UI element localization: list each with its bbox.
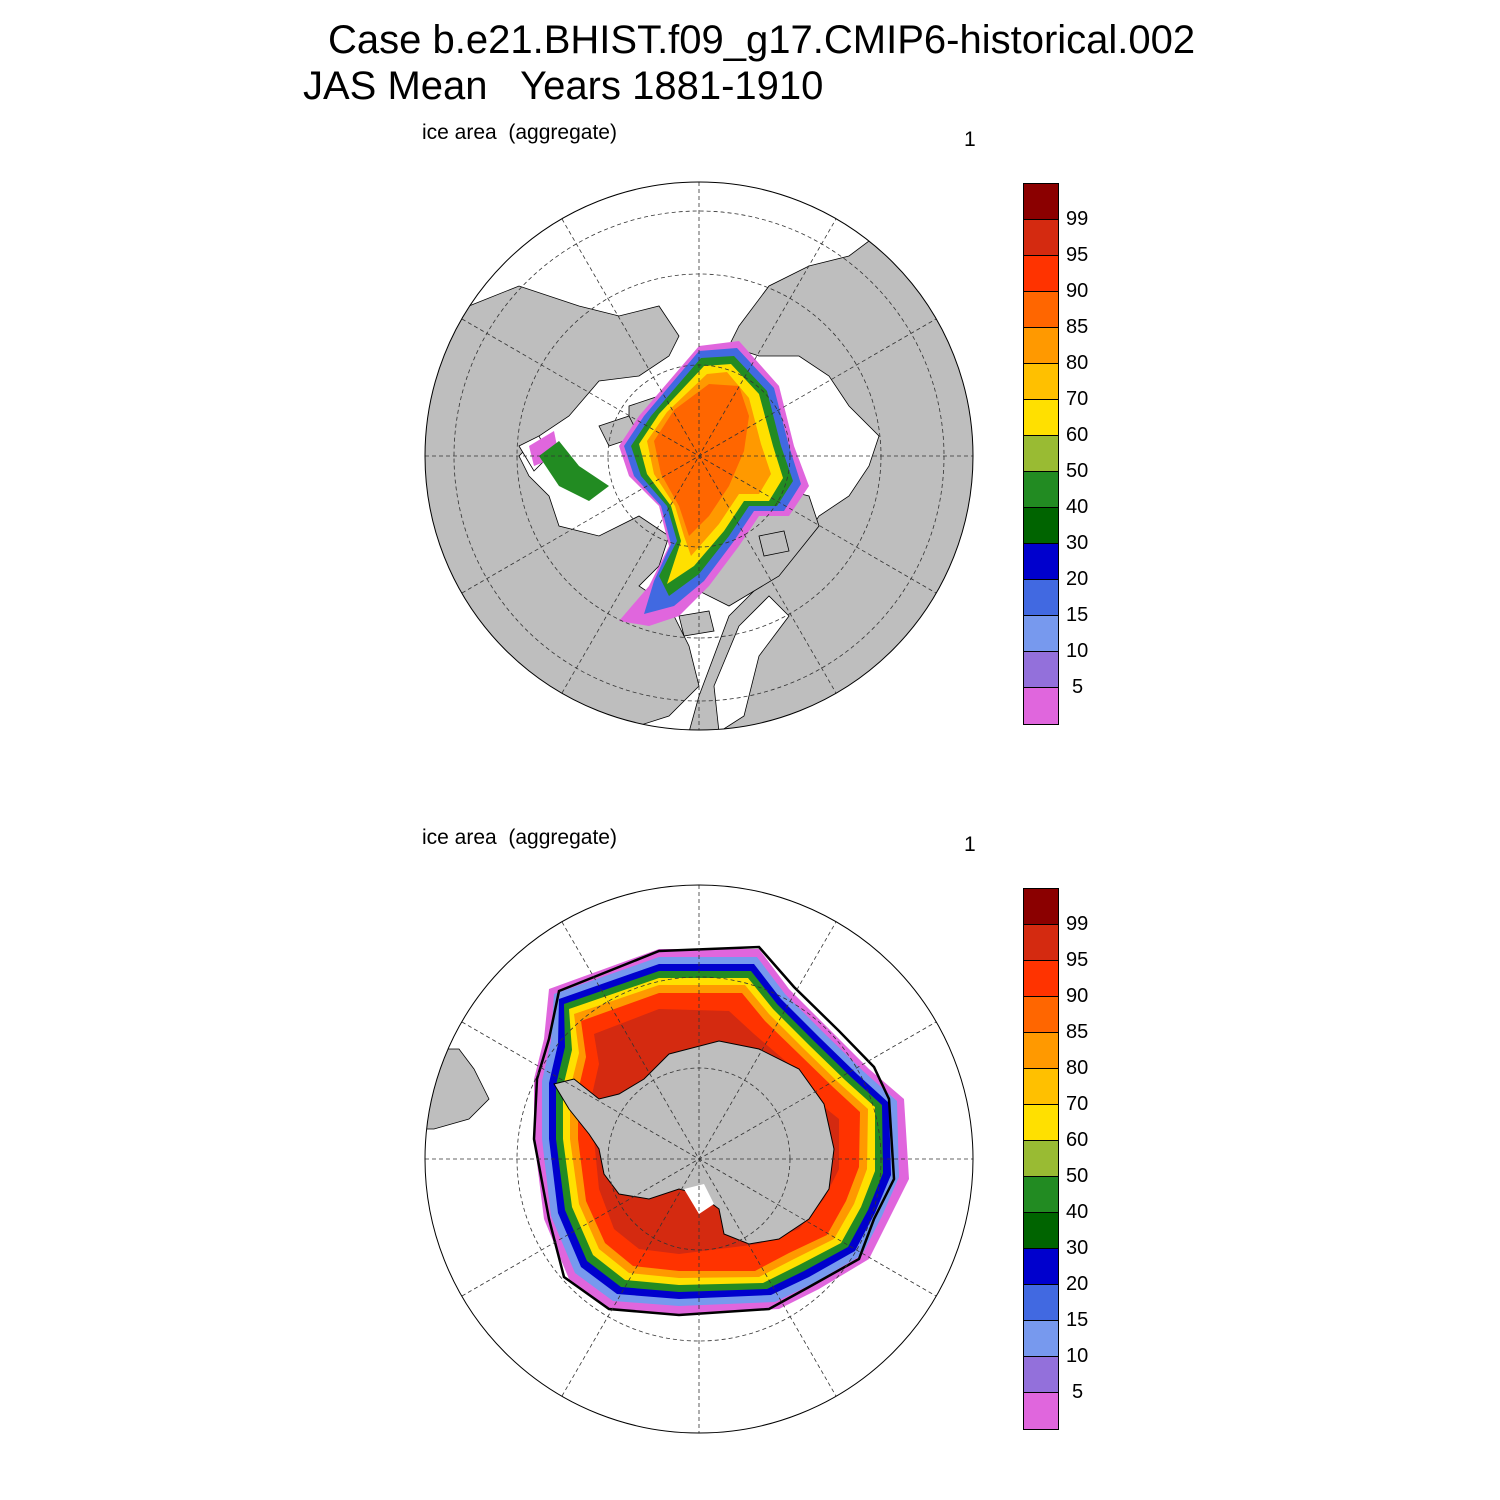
north-colorbar xyxy=(1023,183,1059,725)
colorbar-swatch xyxy=(1024,328,1058,364)
colorbar-swatch xyxy=(1024,1249,1058,1285)
south-graticule xyxy=(425,885,973,1433)
colorbar-swatch xyxy=(1024,436,1058,472)
antarctica-land xyxy=(553,1040,835,1245)
colorbar-tick-label: 80 xyxy=(1066,352,1089,374)
colorbar-swatch xyxy=(1024,1285,1058,1321)
colorbar-tick-label: 5 xyxy=(1072,1381,1084,1403)
colorbar-tick-label: 5 xyxy=(1072,676,1084,698)
south-colorbar-labels: 99 95 90 85 80 70 60 50 40 30 20 15 10 5 xyxy=(1066,888,1126,1428)
colorbar-tick-label: 70 xyxy=(1066,388,1089,410)
colorbar-swatch xyxy=(1024,1141,1058,1177)
colorbar-tick-label: 70 xyxy=(1066,1093,1089,1115)
colorbar-tick-label: 30 xyxy=(1066,532,1089,554)
colorbar-swatch xyxy=(1024,544,1058,580)
south-panel-label: ice area (aggregate) xyxy=(422,826,617,849)
north-ice-field xyxy=(619,341,809,626)
colorbar-swatch xyxy=(1024,1033,1058,1069)
south-ice-edge-contour xyxy=(532,945,896,1317)
colorbar-swatch xyxy=(1024,256,1058,292)
colorbar-tick-label: 15 xyxy=(1066,604,1089,626)
colorbar-tick-label: 10 xyxy=(1066,1345,1089,1367)
colorbar-tick-label: 20 xyxy=(1066,1273,1089,1295)
colorbar-tick-label: 40 xyxy=(1066,496,1089,518)
colorbar-tick-label: 60 xyxy=(1066,1129,1089,1151)
colorbar-tick-label: 15 xyxy=(1066,1309,1089,1331)
colorbar-swatch xyxy=(1024,1393,1058,1429)
north-panel-number: 1 xyxy=(964,128,976,151)
colorbar-swatch xyxy=(1024,364,1058,400)
colorbar-tick-label: 85 xyxy=(1066,316,1089,338)
colorbar-tick-label: 50 xyxy=(1066,460,1089,482)
colorbar-swatch xyxy=(1024,688,1058,724)
colorbar-swatch xyxy=(1024,184,1058,220)
ross-sea xyxy=(684,1184,714,1214)
colorbar-swatch xyxy=(1024,1213,1058,1249)
colorbar-tick-label: 95 xyxy=(1066,244,1089,266)
north-polar-map xyxy=(424,181,974,731)
colorbar-swatch xyxy=(1024,652,1058,688)
north-graticule xyxy=(425,182,973,730)
colorbar-tick-label: 30 xyxy=(1066,1237,1089,1259)
south-polar-map xyxy=(424,884,974,1434)
colorbar-swatch xyxy=(1024,616,1058,652)
south-panel-number: 1 xyxy=(964,833,976,856)
colorbar-swatch xyxy=(1024,508,1058,544)
colorbar-tick-label: 90 xyxy=(1066,280,1089,302)
colorbar-swatch xyxy=(1024,220,1058,256)
colorbar-swatch xyxy=(1024,1177,1058,1213)
colorbar-tick-label: 90 xyxy=(1066,985,1089,1007)
north-panel-label: ice area (aggregate) xyxy=(422,121,617,144)
colorbar-swatch xyxy=(1024,1321,1058,1357)
colorbar-swatch xyxy=(1024,1069,1058,1105)
colorbar-tick-label: 40 xyxy=(1066,1201,1089,1223)
colorbar-tick-label: 99 xyxy=(1066,208,1089,230)
colorbar-swatch xyxy=(1024,925,1058,961)
figure-title-line2: JAS Mean Years 1881-1910 xyxy=(303,64,824,108)
colorbar-tick-label: 10 xyxy=(1066,640,1089,662)
colorbar-tick-label: 50 xyxy=(1066,1165,1089,1187)
colorbar-tick-label: 85 xyxy=(1066,1021,1089,1043)
south-map-border xyxy=(424,884,974,1434)
south-colorbar xyxy=(1023,888,1059,1430)
colorbar-swatch xyxy=(1024,1105,1058,1141)
colorbar-swatch xyxy=(1024,292,1058,328)
colorbar-swatch xyxy=(1024,997,1058,1033)
colorbar-tick-label: 20 xyxy=(1066,568,1089,590)
colorbar-tick-label: 99 xyxy=(1066,913,1089,935)
north-colorbar-labels: 99 95 90 85 80 70 60 50 40 30 20 15 10 5 xyxy=(1066,183,1126,723)
north-map-border xyxy=(424,181,974,731)
colorbar-tick-label: 80 xyxy=(1066,1057,1089,1079)
figure-title-line1: Case b.e21.BHIST.f09_g17.CMIP6-historica… xyxy=(328,18,1196,62)
north-ice-patch-hudson xyxy=(539,441,609,501)
colorbar-swatch xyxy=(1024,889,1058,925)
colorbar-swatch xyxy=(1024,961,1058,997)
colorbar-swatch xyxy=(1024,472,1058,508)
colorbar-swatch xyxy=(1024,1357,1058,1393)
colorbar-tick-label: 60 xyxy=(1066,424,1089,446)
colorbar-swatch xyxy=(1024,400,1058,436)
colorbar-swatch xyxy=(1024,580,1058,616)
colorbar-tick-label: 95 xyxy=(1066,949,1089,971)
